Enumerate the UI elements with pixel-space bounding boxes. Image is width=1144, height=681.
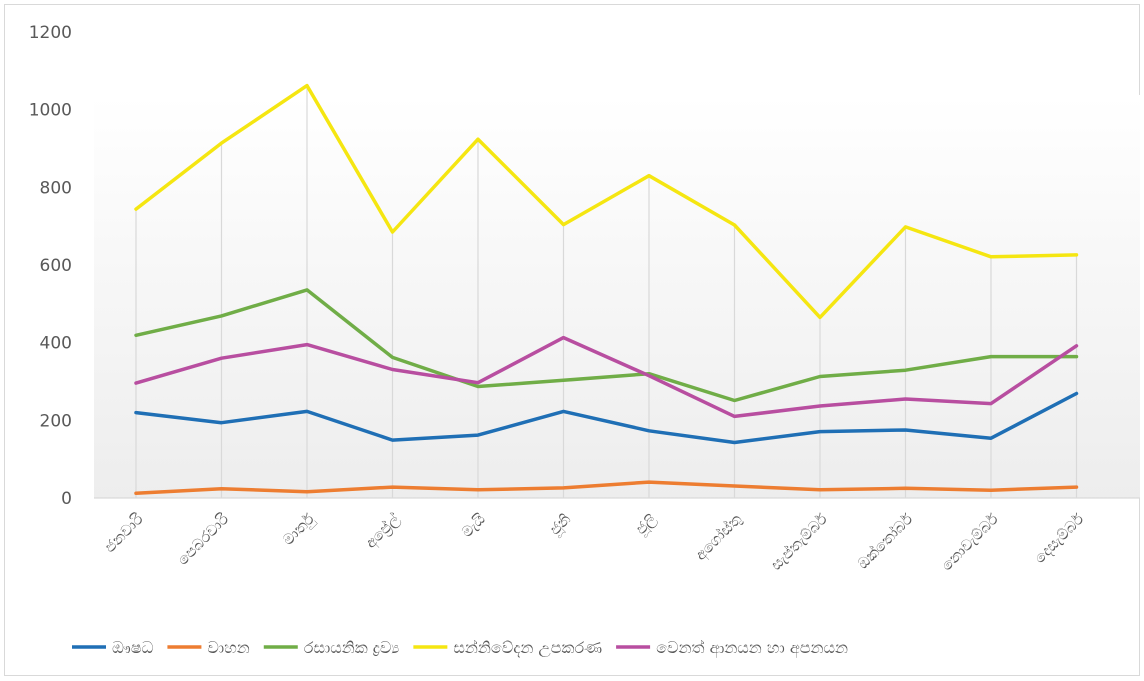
x-tick-label: සැප්තැම්බර් — [767, 510, 831, 574]
x-tick-label: මැයි — [458, 510, 489, 541]
series-line-4 — [134, 83, 1079, 320]
series-line-5 — [134, 335, 1079, 419]
x-tick-label: අගෝස්තු — [691, 510, 746, 565]
x-tick-label: අප්‍රේල් — [361, 510, 404, 553]
y-tick-label: 600 — [40, 256, 72, 276]
legend-label-3: රසායනික ද්‍රව්‍ය — [304, 638, 400, 657]
x-tick-label: ජනවාරි — [101, 510, 147, 556]
plot-area — [94, 95, 1140, 498]
series-line-3 — [134, 288, 1079, 403]
legend: ඖෂධ වාහන රසායනික ද්‍රව්‍ය සන්නිවේදන උපකරණ වෙ… — [72, 638, 848, 658]
y-tick-label: 800 — [40, 178, 72, 198]
y-tick-label: 200 — [40, 411, 72, 431]
y-tick-label: 1200 — [29, 23, 72, 43]
y-tick-label: 0 — [61, 489, 72, 509]
x-tick-label: ජූනි — [546, 510, 575, 539]
series-line-1 — [134, 391, 1079, 445]
y-axis: 0 200 400 600 800 1000 1200 — [29, 23, 72, 509]
legend-label-5: වෙනත් ආනයන හා අපනයන — [656, 638, 848, 658]
x-tick-label: දෙසැම්බර් — [1030, 510, 1087, 567]
x-tick-label: මාර්තු — [279, 510, 318, 549]
series-lines — [134, 83, 1079, 496]
y-tick-label: 400 — [40, 334, 72, 354]
x-tick-label: පෙබරවාරි — [174, 510, 233, 569]
x-tick-label: නොවැම්බර් — [938, 510, 1002, 574]
series-line-2 — [134, 480, 1079, 496]
x-tick-label: ජූලි — [632, 510, 661, 539]
y-tick-label: 1000 — [29, 101, 72, 121]
x-tick-label: ඔක්තෝබර් — [854, 510, 917, 573]
legend-label-1: ඖෂධ — [112, 638, 154, 657]
legend-label-4: සන්නිවේදන උපකරණ — [453, 638, 602, 658]
legend-label-2: වාහන — [207, 638, 249, 657]
grid-lines — [94, 85, 1140, 499]
x-axis: ජනවාරි පෙබරවාරි මාර්තු අප්‍රේල් මැයි ජූනි ජූලි… — [101, 510, 1088, 575]
